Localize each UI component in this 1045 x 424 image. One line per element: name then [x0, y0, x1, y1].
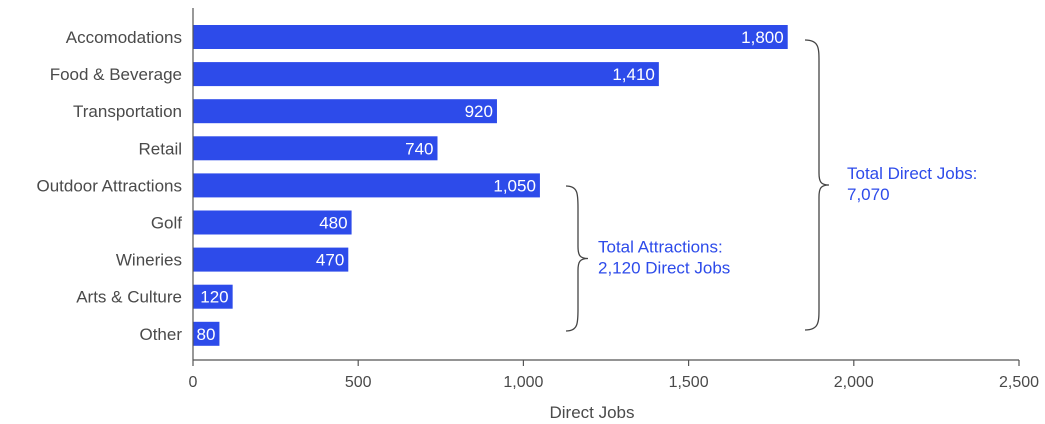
bar-wineries — [193, 247, 349, 272]
bar-accomodations — [193, 25, 788, 49]
x-tick-label: 1,000 — [503, 374, 543, 391]
x-axis-title: Direct Jobs — [549, 403, 634, 422]
bar-arts-culture — [193, 284, 233, 309]
bar-outdoor-attractions — [193, 173, 540, 198]
category-label-accomodations: Accomodations — [66, 28, 182, 47]
bars-group — [193, 25, 788, 346]
bar-value-label-transportation: 920 — [465, 102, 493, 121]
category-labels-group: Accomodations Food & Beverage Transportati… — [36, 28, 182, 344]
annotation-total-line-1: Total Direct Jobs: — [847, 164, 977, 183]
annotation-attractions-line-1: Total Attractions: — [598, 238, 723, 257]
bar-value-label-outdoor-attractions: 1,050 — [493, 176, 536, 195]
bar-value-label-golf: 480 — [319, 214, 347, 233]
x-tick-label: 2,000 — [834, 374, 874, 391]
category-label-food-beverage: Food & Beverage — [50, 65, 182, 84]
bar-value-label-food-beverage: 1,410 — [612, 65, 655, 84]
bar-value-label-accomodations: 1,800 — [741, 28, 784, 47]
bar-value-labels-group: 1,800 1,410 920 740 1,050 480 470 120 80 — [197, 28, 784, 344]
category-label-other: Other — [139, 325, 182, 344]
bar-value-label-wineries: 470 — [316, 251, 344, 270]
annotation-attractions-line-2: 2,120 Direct Jobs — [598, 259, 730, 278]
brace-attractions — [565, 185, 589, 332]
bar-value-label-retail: 740 — [405, 139, 433, 158]
category-label-outdoor-attractions: Outdoor Attractions — [36, 176, 182, 195]
bar-value-label-other: 80 — [197, 325, 216, 344]
bar-food-beverage — [193, 62, 659, 87]
category-label-arts-culture: Arts & Culture — [76, 288, 182, 307]
category-label-retail: Retail — [139, 139, 182, 158]
annotations-group: Total Attractions: 2,120 Direct Jobs Total… — [565, 39, 977, 332]
bar-transportation — [193, 99, 497, 124]
category-label-golf: Golf — [151, 214, 182, 233]
bar-other — [193, 321, 220, 346]
bar-golf — [193, 210, 352, 235]
bar-retail — [193, 136, 438, 161]
x-tick-label: 2,500 — [999, 374, 1039, 391]
x-tick-label: 500 — [345, 374, 372, 391]
bar-value-label-arts-culture: 120 — [200, 288, 228, 307]
category-label-wineries: Wineries — [116, 251, 182, 270]
x-tick-label: 1,500 — [669, 374, 709, 391]
annotation-total-line-2: 7,070 — [847, 185, 890, 204]
x-tick-label: 0 — [189, 374, 198, 391]
x-ticks-group: 0 500 1,000 1,500 2,000 2,500 — [189, 360, 1039, 391]
brace-total — [804, 39, 830, 331]
category-label-transportation: Transportation — [73, 102, 182, 121]
